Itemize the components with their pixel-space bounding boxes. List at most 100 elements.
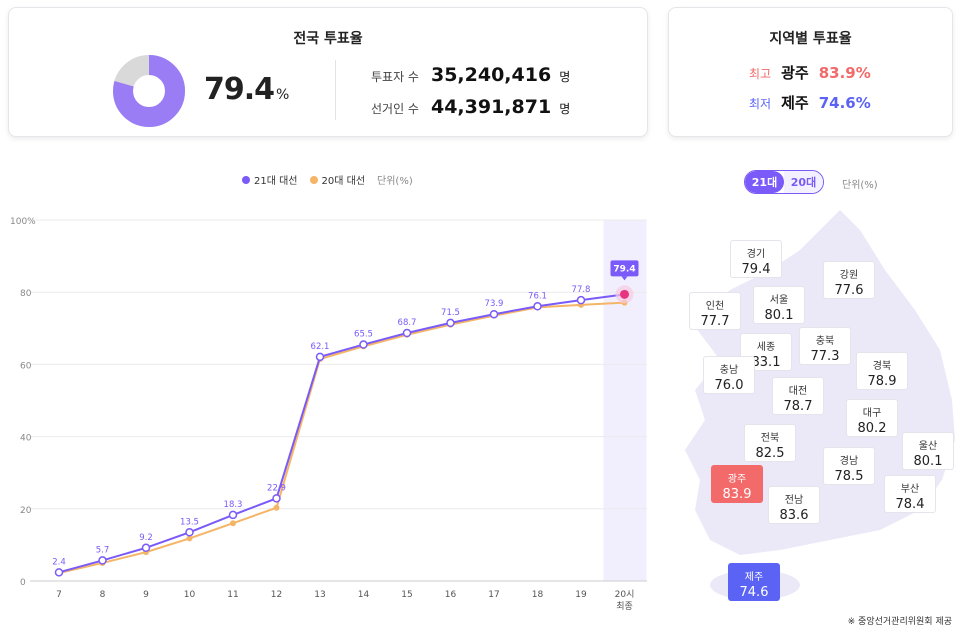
data-label: 62.1 — [311, 342, 330, 352]
series-21-point — [446, 318, 455, 328]
region-13[interactable]: 광주 83.9 — [711, 465, 763, 503]
region-6[interactable]: 경북 78.9 — [856, 352, 908, 390]
region-11[interactable]: 전북 82.5 — [744, 424, 796, 462]
region-value: 79.4 — [741, 262, 771, 277]
y-tick-label: 60 — [20, 361, 32, 371]
x-tick-label: 13 — [314, 590, 325, 600]
highest-row: 최고 광주 83.9% — [749, 64, 871, 82]
regional-title: 지역별 투표율 — [769, 31, 852, 47]
final-highlight-band — [603, 220, 647, 581]
region-16[interactable]: 제주 74.6 — [728, 563, 780, 601]
region-14[interactable]: 부산 78.4 — [884, 475, 936, 513]
region-value: 77.7 — [700, 314, 730, 329]
source-note: ※ 중앙선거관리위원회 제공 — [847, 617, 952, 627]
x-tick-label: 16 — [445, 590, 457, 600]
x-tick-label: 20시 — [615, 589, 635, 600]
region-value: 80.1 — [913, 454, 943, 469]
y-tick-label: 100% — [10, 217, 36, 227]
series-21-point — [359, 340, 368, 349]
legend-21[interactable]: 21대 대선 — [242, 172, 298, 187]
x-tick-label: 9 — [143, 590, 149, 600]
series-21-point — [533, 302, 542, 311]
series-20-point — [273, 504, 280, 511]
series-21-point — [272, 494, 281, 503]
series-21-point — [402, 328, 412, 338]
region-value: 78.7 — [783, 399, 813, 414]
region-12[interactable]: 경남 78.5 — [823, 447, 875, 485]
data-label: 2.4 — [52, 557, 66, 567]
region-name: 광주 — [727, 474, 747, 485]
election-toggle[interactable]: 21대 20대 — [744, 170, 824, 194]
x-tick-label: 12 — [271, 590, 282, 600]
data-label: 65.5 — [354, 330, 373, 340]
y-tick-label: 40 — [20, 434, 32, 444]
lowest-row: 최저 제주 74.6% — [749, 94, 871, 112]
national-rate: 79.4% — [204, 72, 289, 107]
region-name: 경기 — [746, 249, 766, 260]
series-21-final-point — [620, 289, 629, 299]
series-21-line — [58, 293, 625, 574]
region-value: 77.3 — [810, 349, 840, 364]
data-label: 18.3 — [224, 500, 243, 510]
turnout-donut — [113, 55, 185, 127]
region-name: 전북 — [760, 433, 780, 444]
series-21-point — [185, 528, 194, 537]
toggle-20[interactable]: 20대 — [784, 171, 823, 193]
legend-20[interactable]: 20대 대선 — [309, 172, 365, 187]
series-21-point — [489, 309, 499, 319]
x-tick-label: 15 — [401, 590, 412, 600]
region-name: 충남 — [719, 365, 739, 376]
data-label: 73.9 — [485, 299, 504, 309]
region-10[interactable]: 울산 80.1 — [902, 432, 954, 470]
region-name: 강원 — [839, 270, 859, 281]
region-value: 83.9 — [722, 487, 752, 502]
series-20-point — [230, 520, 236, 527]
final-tooltip — [610, 260, 639, 277]
region-1[interactable]: 강원 77.6 — [823, 261, 875, 299]
region-7[interactable]: 충남 76.0 — [703, 356, 755, 394]
region-name: 충북 — [815, 336, 835, 347]
region-5[interactable]: 충북 77.3 — [799, 327, 851, 365]
data-label: 68.7 — [398, 318, 417, 328]
unit-label: 단위(%) — [377, 176, 413, 187]
data-label: 5.7 — [96, 545, 110, 555]
series-21-point — [315, 352, 325, 362]
x-tick-label: 14 — [358, 590, 370, 600]
series-21-point — [228, 510, 238, 520]
region-name: 인천 — [705, 301, 725, 312]
region-value: 80.1 — [764, 308, 794, 323]
region-name: 경남 — [839, 456, 859, 467]
region-name: 세종 — [756, 342, 776, 353]
series-21-point — [141, 543, 151, 553]
region-value: 77.6 — [834, 283, 864, 298]
data-label: 13.5 — [180, 517, 199, 527]
series-21-point — [54, 568, 64, 577]
x-tick-label: 17 — [488, 590, 499, 600]
region-value: 78.5 — [834, 469, 864, 484]
national-title: 전국 투표율 — [293, 31, 363, 47]
region-name: 경북 — [872, 361, 892, 372]
region-value: 80.2 — [857, 421, 887, 436]
series-21-point — [576, 295, 586, 305]
data-label: 77.8 — [572, 285, 591, 295]
data-label: 71.5 — [441, 308, 460, 318]
region-value: 74.6 — [739, 585, 769, 600]
region-3[interactable]: 서울 80.1 — [753, 286, 805, 324]
region-name: 울산 — [918, 441, 938, 452]
region-9[interactable]: 대구 80.2 — [846, 399, 898, 437]
series-20-point — [186, 535, 193, 542]
divider — [335, 60, 336, 120]
toggle-21[interactable]: 21대 — [745, 171, 784, 193]
region-name: 대구 — [862, 408, 882, 419]
region-0[interactable]: 경기 79.4 — [730, 240, 782, 278]
region-8[interactable]: 대전 78.7 — [772, 377, 824, 415]
region-value: 78.4 — [895, 497, 925, 512]
turnout-line-chart: 0 20 40 60 80 100% 7 8 9 10 11 12 13 14 15 16 17 18 19 20시최… — [10, 217, 647, 612]
region-name: 부산 — [900, 484, 920, 495]
region-value: 83.1 — [751, 355, 781, 370]
region-2[interactable]: 인천 77.7 — [689, 292, 741, 330]
x-tick-label: 18 — [532, 590, 544, 600]
region-15[interactable]: 전남 83.6 — [768, 486, 820, 524]
x-tick-label: 11 — [227, 590, 238, 600]
y-tick-label: 0 — [20, 578, 26, 588]
